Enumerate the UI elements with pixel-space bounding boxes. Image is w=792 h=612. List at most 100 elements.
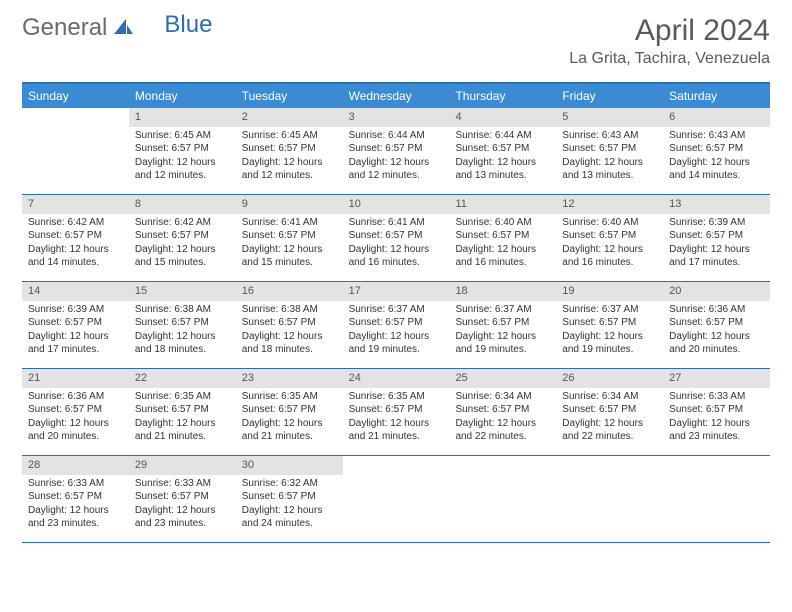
day-number: 12 (556, 195, 663, 214)
day-content: Sunrise: 6:41 AMSunset: 6:57 PMDaylight:… (236, 214, 343, 274)
day-number: 25 (449, 369, 556, 388)
location-text: La Grita, Tachira, Venezuela (569, 50, 770, 68)
dow-cell: Friday (556, 84, 663, 108)
day-line: Daylight: 12 hours (28, 504, 123, 518)
day-line: Daylight: 12 hours (455, 243, 550, 257)
day-line: and 20 minutes. (669, 343, 764, 357)
dow-header-row: SundayMondayTuesdayWednesdayThursdayFrid… (22, 84, 770, 108)
day-line: Sunset: 6:57 PM (349, 403, 444, 417)
day-line: Daylight: 12 hours (28, 417, 123, 431)
day-content: Sunrise: 6:35 AMSunset: 6:57 PMDaylight:… (343, 388, 450, 448)
day-content: Sunrise: 6:37 AMSunset: 6:57 PMDaylight:… (449, 301, 556, 361)
day-line: Sunset: 6:57 PM (669, 229, 764, 243)
day-line: Sunrise: 6:43 AM (562, 129, 657, 143)
day-line: Daylight: 12 hours (28, 330, 123, 344)
day-line: Daylight: 12 hours (28, 243, 123, 257)
day-line: and 14 minutes. (669, 169, 764, 183)
day-content: Sunrise: 6:35 AMSunset: 6:57 PMDaylight:… (236, 388, 343, 448)
day-content: Sunrise: 6:42 AMSunset: 6:57 PMDaylight:… (22, 214, 129, 274)
day-line: and 21 minutes. (135, 430, 230, 444)
day-line: Sunset: 6:57 PM (242, 403, 337, 417)
day-line: Sunset: 6:57 PM (28, 316, 123, 330)
day-cell: 21Sunrise: 6:36 AMSunset: 6:57 PMDayligh… (22, 369, 129, 455)
day-cell: 11Sunrise: 6:40 AMSunset: 6:57 PMDayligh… (449, 195, 556, 281)
day-number: 3 (343, 108, 450, 127)
day-content: Sunrise: 6:37 AMSunset: 6:57 PMDaylight:… (343, 301, 450, 361)
day-line: and 16 minutes. (455, 256, 550, 270)
day-line: Sunrise: 6:36 AM (28, 390, 123, 404)
day-line: and 23 minutes. (135, 517, 230, 531)
day-line: and 12 minutes. (135, 169, 230, 183)
day-cell: 29Sunrise: 6:33 AMSunset: 6:57 PMDayligh… (129, 456, 236, 542)
day-number: 18 (449, 282, 556, 301)
day-number: 11 (449, 195, 556, 214)
day-number: 14 (22, 282, 129, 301)
dow-cell: Monday (129, 84, 236, 108)
day-content (449, 460, 556, 466)
day-line: and 19 minutes. (455, 343, 550, 357)
day-cell: 1Sunrise: 6:45 AMSunset: 6:57 PMDaylight… (129, 108, 236, 194)
day-line: and 12 minutes. (242, 169, 337, 183)
day-line: Sunrise: 6:41 AM (349, 216, 444, 230)
month-title: April 2024 (569, 14, 770, 48)
day-line: Sunset: 6:57 PM (135, 229, 230, 243)
day-line: Daylight: 12 hours (135, 243, 230, 257)
day-cell (449, 456, 556, 542)
day-line: and 23 minutes. (669, 430, 764, 444)
day-line: Sunrise: 6:43 AM (669, 129, 764, 143)
day-line: and 21 minutes. (349, 430, 444, 444)
day-line: Daylight: 12 hours (349, 330, 444, 344)
day-cell: 15Sunrise: 6:38 AMSunset: 6:57 PMDayligh… (129, 282, 236, 368)
logo: General Blue (22, 14, 212, 42)
day-content: Sunrise: 6:36 AMSunset: 6:57 PMDaylight:… (22, 388, 129, 448)
day-number: 2 (236, 108, 343, 127)
day-content: Sunrise: 6:33 AMSunset: 6:57 PMDaylight:… (129, 475, 236, 535)
day-line: Sunset: 6:57 PM (242, 490, 337, 504)
day-line: Sunset: 6:57 PM (562, 316, 657, 330)
day-line: and 16 minutes. (562, 256, 657, 270)
day-content (22, 112, 129, 118)
day-cell: 30Sunrise: 6:32 AMSunset: 6:57 PMDayligh… (236, 456, 343, 542)
week-row: 14Sunrise: 6:39 AMSunset: 6:57 PMDayligh… (22, 282, 770, 369)
day-content: Sunrise: 6:38 AMSunset: 6:57 PMDaylight:… (129, 301, 236, 361)
day-content: Sunrise: 6:40 AMSunset: 6:57 PMDaylight:… (556, 214, 663, 274)
day-line: and 12 minutes. (349, 169, 444, 183)
day-line: Sunset: 6:57 PM (135, 403, 230, 417)
day-number: 21 (22, 369, 129, 388)
day-line: Daylight: 12 hours (562, 156, 657, 170)
day-line: Sunset: 6:57 PM (242, 229, 337, 243)
day-line: Daylight: 12 hours (455, 330, 550, 344)
day-number: 15 (129, 282, 236, 301)
day-line: Sunset: 6:57 PM (349, 229, 444, 243)
day-line: Sunset: 6:57 PM (455, 142, 550, 156)
day-line: Sunset: 6:57 PM (28, 490, 123, 504)
day-line: and 13 minutes. (455, 169, 550, 183)
day-line: Daylight: 12 hours (135, 504, 230, 518)
day-line: Sunrise: 6:42 AM (135, 216, 230, 230)
title-block: April 2024 La Grita, Tachira, Venezuela (569, 14, 770, 68)
logo-sail-icon (112, 16, 134, 41)
day-line: Sunset: 6:57 PM (242, 316, 337, 330)
day-number: 20 (663, 282, 770, 301)
day-line: Sunrise: 6:45 AM (242, 129, 337, 143)
day-line: Daylight: 12 hours (242, 504, 337, 518)
day-cell: 5Sunrise: 6:43 AMSunset: 6:57 PMDaylight… (556, 108, 663, 194)
day-content: Sunrise: 6:35 AMSunset: 6:57 PMDaylight:… (129, 388, 236, 448)
day-cell: 8Sunrise: 6:42 AMSunset: 6:57 PMDaylight… (129, 195, 236, 281)
day-cell: 28Sunrise: 6:33 AMSunset: 6:57 PMDayligh… (22, 456, 129, 542)
day-line: Sunrise: 6:34 AM (455, 390, 550, 404)
day-line: and 19 minutes. (562, 343, 657, 357)
day-line: Daylight: 12 hours (242, 330, 337, 344)
day-number: 5 (556, 108, 663, 127)
day-line: Sunrise: 6:44 AM (455, 129, 550, 143)
day-cell: 16Sunrise: 6:38 AMSunset: 6:57 PMDayligh… (236, 282, 343, 368)
day-cell: 23Sunrise: 6:35 AMSunset: 6:57 PMDayligh… (236, 369, 343, 455)
day-line: and 17 minutes. (669, 256, 764, 270)
day-cell: 9Sunrise: 6:41 AMSunset: 6:57 PMDaylight… (236, 195, 343, 281)
day-cell: 22Sunrise: 6:35 AMSunset: 6:57 PMDayligh… (129, 369, 236, 455)
day-content: Sunrise: 6:45 AMSunset: 6:57 PMDaylight:… (129, 127, 236, 187)
day-cell: 12Sunrise: 6:40 AMSunset: 6:57 PMDayligh… (556, 195, 663, 281)
day-content: Sunrise: 6:40 AMSunset: 6:57 PMDaylight:… (449, 214, 556, 274)
day-cell: 20Sunrise: 6:36 AMSunset: 6:57 PMDayligh… (663, 282, 770, 368)
day-line: Sunset: 6:57 PM (562, 403, 657, 417)
